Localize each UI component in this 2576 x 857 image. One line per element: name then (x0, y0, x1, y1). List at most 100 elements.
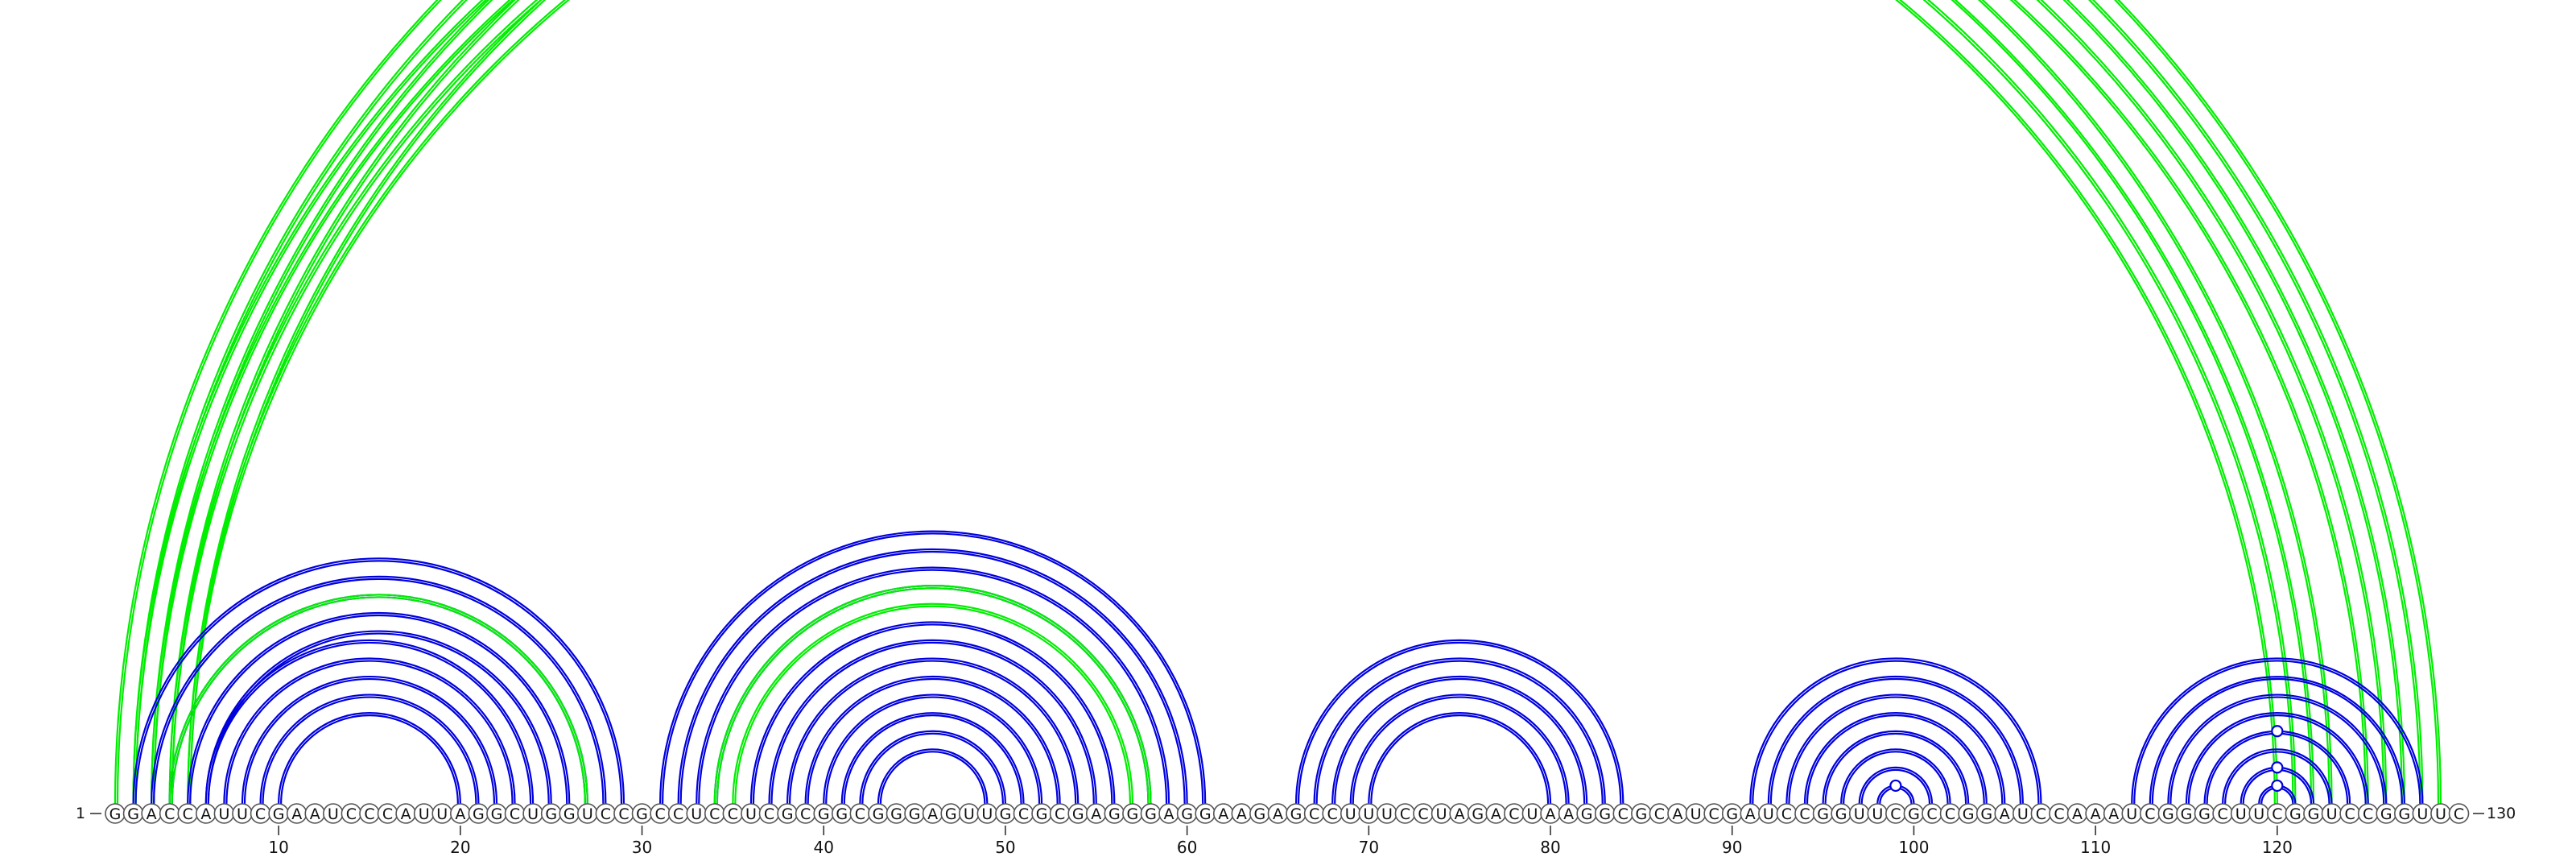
base-pair-arc-inner (1315, 660, 1604, 805)
tick-label: 40 (814, 838, 834, 857)
base-pair-arc (1803, 712, 1988, 805)
nucleotide-letter: A (2091, 805, 2101, 823)
base-pair-arc (151, 575, 607, 805)
base-pair-arc-inner (225, 660, 514, 805)
base-pair-arc-inner (262, 696, 477, 805)
nucleotide-letter: G (636, 805, 648, 823)
base-pair-arc (859, 730, 1007, 805)
tick-label: 10 (268, 838, 288, 857)
nucleotide-letter: A (1164, 805, 1174, 823)
nucleotide-letter: G (836, 805, 848, 823)
tick-label: 50 (995, 838, 1015, 857)
base-pair-arc-inner (716, 587, 1150, 805)
base-pair-arc-inner (171, 0, 2385, 805)
base-pair-arc (659, 530, 1207, 805)
nucleotide-letter: G (273, 805, 285, 823)
nucleotide-letter: U (1872, 805, 1883, 823)
nucleotide-letter: C (510, 805, 520, 823)
nucleotide-letter: C (164, 805, 175, 823)
base-pair-arc-inner (879, 751, 986, 805)
nucleotide-letter: C (855, 805, 865, 823)
nucleotide-letter: U (436, 805, 448, 823)
nucleotide-letter: C (2054, 805, 2064, 823)
nucleotide-letter: A (291, 805, 302, 823)
nucleotide-letter: G (1963, 805, 1975, 823)
nucleotide-letter: C (1799, 805, 1810, 823)
base-pair-arc (204, 639, 535, 805)
nucleotide-letter: A (927, 805, 938, 823)
nucleotide-letter: C (1400, 805, 1410, 823)
base-pair-arc-inner (1370, 714, 1550, 805)
nucleotide-letter: U (1363, 805, 1374, 823)
nucleotide-letter: C (1890, 805, 1901, 823)
base-pair-arc-inner (1824, 732, 1967, 805)
nucleotide-letter: U (2417, 805, 2428, 823)
base-pair-arc (1822, 730, 1970, 805)
base-pair-arc (168, 594, 588, 805)
nucleotide-letter: A (455, 805, 465, 823)
nucleotide-letter: C (1055, 805, 1065, 823)
base-pair-arc (278, 712, 461, 805)
base-pair-arc-inner (843, 714, 1022, 805)
nucleotide-letter: C (2454, 805, 2464, 823)
nucleotide-letter: U (1381, 805, 1393, 823)
base-pair-arc-inner (189, 0, 2367, 805)
nucleotide-letter: G (1472, 805, 1484, 823)
base-pair-arc (1785, 693, 2006, 805)
nucleotide-letter: G (2380, 805, 2392, 823)
arc-markers (1889, 725, 2284, 793)
base-pair-arc-inner (134, 0, 2330, 805)
base-pair-arc-inner (716, 587, 1150, 805)
base-pair-arc (204, 630, 552, 805)
nucleotide-letter: C (618, 805, 629, 823)
nucleotide-letter: G (2198, 805, 2211, 823)
tick-label: 110 (2080, 838, 2111, 857)
nucleotide-letter: G (109, 805, 122, 823)
nucleotide-letter: G (782, 805, 794, 823)
base-pair-arc (749, 621, 1116, 805)
nucleotide-letter: G (2289, 805, 2301, 823)
nucleotide-letter: G (564, 805, 576, 823)
nucleotide-letter: C (1618, 805, 1629, 823)
base-pair-arc-inner (243, 677, 496, 805)
base-pair-arc-inner (1752, 660, 2040, 805)
nucleotide-letter: U (1690, 805, 1702, 823)
nucleotide-letter: A (1273, 805, 1283, 823)
tick-label: 70 (1359, 838, 1379, 857)
base-pair-arc-inner (1769, 677, 2021, 805)
base-pair-arc-inner (2169, 696, 2385, 805)
nucleotide-letter: G (2162, 805, 2174, 823)
base-pair-arc-inner (770, 641, 1095, 805)
nucleotide-letter: G (2308, 805, 2320, 823)
nucleotide-letter: A (1455, 805, 1465, 823)
base-pair-arc (241, 675, 498, 805)
base-pair-arc-inner (1860, 768, 1931, 805)
nucleotide-letter: C (673, 805, 683, 823)
nucleotide-letter: G (491, 805, 503, 823)
nucleotide-letter: C (1654, 805, 1665, 823)
nucleotide-letter: C (183, 805, 193, 823)
nucleotide-letter: A (1673, 805, 1683, 823)
nucleotide-letter: A (2108, 805, 2119, 823)
base-pair-arc (187, 611, 571, 805)
nucleotide-letter: G (1835, 805, 1847, 823)
base-pair-arc (2131, 657, 2424, 805)
nucleotide-letter: C (654, 805, 665, 823)
base-pair-arc (677, 548, 1188, 805)
nucleotide-letter: U (745, 805, 757, 823)
tick-label: 90 (1722, 838, 1742, 857)
base-pair-arc-inner (861, 732, 1005, 805)
nucleotide-letter: G (1581, 805, 1593, 823)
nucleotide-letter: G (127, 805, 139, 823)
end-label: 130 (2487, 805, 2516, 822)
base-pair-arc-inner (698, 569, 1168, 805)
nucleotide-letter: U (2126, 805, 2137, 823)
base-pair-arc-inner (207, 641, 532, 805)
nucleotide-letter: A (1546, 805, 1556, 823)
nucleotide-letter: A (2000, 805, 2010, 823)
base-pair-arc (1368, 712, 1552, 805)
base-pair-arc (114, 0, 2442, 805)
base-pair-arc (132, 0, 2333, 805)
nucleotide-letter: G (473, 805, 485, 823)
nucleotide-letter: C (1018, 805, 1029, 823)
